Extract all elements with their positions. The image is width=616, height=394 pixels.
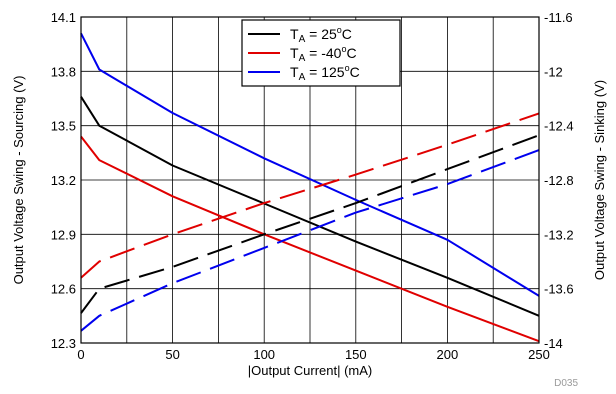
- y-left-tick-label: 14.1: [51, 10, 76, 25]
- y-right-axis-title: Output Voltage Swing - Sinking (V): [592, 80, 607, 280]
- y-left-tick-label: 12.3: [51, 336, 76, 351]
- y-right-tick-label: -12.4: [544, 119, 574, 134]
- legend-label-1: TA = 25oC: [290, 25, 352, 45]
- series-line-5: [80, 112, 540, 279]
- y-left-tick-label: 13.2: [51, 173, 76, 188]
- legend-label-2: TA = -40oC: [290, 44, 357, 64]
- y-left-tick-label: 12.9: [51, 227, 76, 242]
- x-tick-labels: 0 50 100 150 200 250: [77, 347, 549, 362]
- x-tick-label: 0: [77, 347, 84, 362]
- y-right-tick-label: -12.8: [544, 173, 574, 188]
- legend-label-3: TA = 125oC: [290, 63, 360, 83]
- series-line-6: [80, 149, 540, 332]
- figure-code: D035: [554, 378, 578, 389]
- y-right-tick-label: -13.2: [544, 227, 574, 242]
- y-left-tick-labels: 12.3 12.6 12.9 13.2 13.5 13.8 14.1: [51, 10, 76, 351]
- y-right-tick-label: -13.6: [544, 282, 574, 297]
- y-right-tick-label: -14: [544, 336, 563, 351]
- series-line-4: [80, 134, 540, 314]
- x-axis-title: |Output Current| (mA): [248, 363, 373, 378]
- y-left-tick-label: 13.8: [51, 64, 76, 79]
- y-right-tick-labels: -14 -13.6 -13.2 -12.8 -12.4 -12 -11.6: [544, 10, 574, 351]
- series-line-3: [80, 32, 540, 297]
- y-right-tick-label: -11.6: [544, 10, 573, 25]
- series-layer: [80, 32, 540, 343]
- y-left-tick-label: 13.5: [51, 119, 76, 134]
- plot-frame: [80, 16, 540, 344]
- y-right-tick-label: -12: [544, 64, 563, 79]
- y-left-axis-title: Output Voltage Swing - Sourcing (V): [11, 76, 26, 285]
- x-tick-label: 150: [345, 347, 367, 362]
- y-left-tick-label: 12.6: [51, 282, 76, 297]
- x-tick-label: 250: [528, 347, 550, 362]
- x-tick-label: 200: [437, 347, 459, 362]
- x-tick-label: 100: [253, 347, 275, 362]
- x-tick-label: 50: [165, 347, 179, 362]
